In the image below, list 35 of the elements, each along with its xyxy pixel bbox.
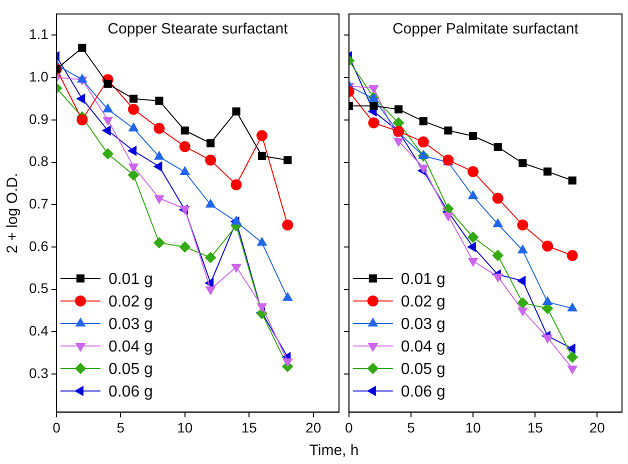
x-tick-label: 15: [527, 419, 544, 436]
x-tick-label: 20: [589, 419, 606, 436]
x-tick-label: 0: [52, 419, 61, 436]
legend-label: 0.02 g: [108, 293, 153, 310]
y-tick-label: 0.9: [28, 110, 49, 127]
x-axis-title: Time, h: [308, 442, 360, 459]
legend-label: 0.01 g: [400, 270, 446, 288]
x-tick-label: 10: [465, 419, 482, 436]
text: Copper Stearate surfactant: [108, 20, 289, 38]
legend-label: 0.03 g: [400, 316, 446, 333]
legend-label: 0.04 g: [108, 338, 153, 356]
y-tick-label: 1.0: [28, 68, 49, 84]
legend-label: 0.05 g: [108, 360, 153, 378]
legend-label: 0.03 g: [108, 316, 153, 333]
x-tick-label: 10: [177, 419, 193, 436]
legend-label: 0.06 g: [400, 383, 446, 400]
x-tick-label: 0: [344, 419, 353, 436]
y-axis-title: 2 + log O.D.: [4, 172, 22, 254]
y-tick-label: 0.8: [28, 153, 49, 170]
y-tick-label: 1.1: [28, 26, 49, 42]
text: Copper Palmitate surfactant: [392, 20, 580, 38]
legend-label: 0.06 g: [108, 383, 153, 400]
y-tick-label: 0.3: [28, 364, 49, 381]
legend-label: 0.05 g: [400, 360, 446, 378]
x-tick-label: 15: [241, 419, 258, 436]
x-tick-label: 5: [407, 419, 416, 436]
y-tick-label: 0.7: [28, 195, 49, 212]
legend-label: 0.04 g: [400, 338, 446, 356]
y-tick-label: 0.4: [28, 322, 49, 339]
y-tick-label: 0.6: [28, 238, 49, 254]
legend-label: 0.01 g: [108, 270, 153, 288]
y-tick-label: 0.5: [28, 280, 49, 296]
x-tick-label: 20: [306, 419, 322, 436]
legend-label: 0.02 g: [400, 293, 446, 310]
x-tick-label: 5: [116, 419, 125, 436]
